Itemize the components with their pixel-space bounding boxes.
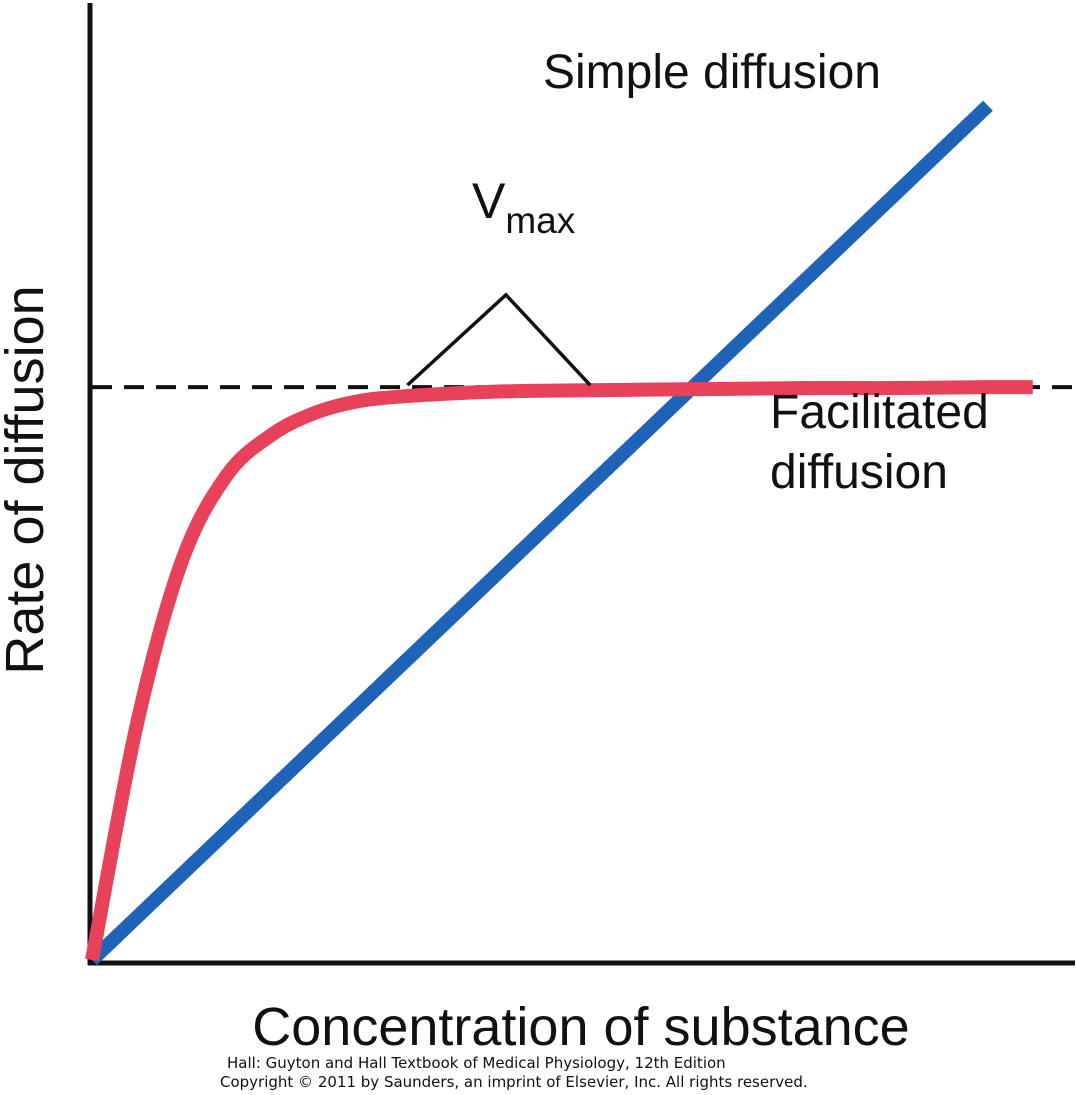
series-label-facilitated-diffusion-line1: Facilitated bbox=[770, 386, 989, 439]
vmax-annotation-label: Vmax bbox=[472, 173, 576, 241]
series-line-simple-diffusion bbox=[87, 100, 993, 966]
vmax-label-sub: max bbox=[505, 200, 575, 241]
credit-line-1: Hall: Guyton and Hall Textbook of Medica… bbox=[227, 1054, 726, 1072]
vmax-annotation-caret bbox=[406, 292, 592, 387]
series-label-simple-diffusion: Simple diffusion bbox=[543, 46, 881, 99]
y-axis-label: Rate of diffusion bbox=[0, 285, 55, 674]
x-axis-label: Concentration of substance bbox=[252, 997, 909, 1057]
series-layer bbox=[85, 100, 1033, 966]
credit-line-2: Copyright © 2011 by Saunders, an imprint… bbox=[220, 1073, 808, 1091]
vmax-label-main: V bbox=[472, 173, 506, 229]
series-line-facilitated-diffusion bbox=[85, 380, 1033, 962]
series-label-facilitated-diffusion-line2: diffusion bbox=[770, 446, 948, 499]
